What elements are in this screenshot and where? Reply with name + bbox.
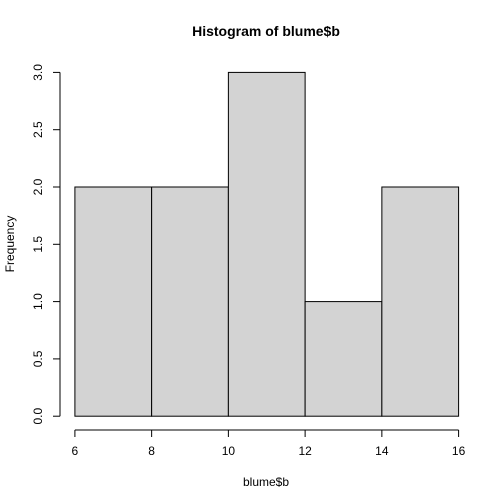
bars-group: [74, 71, 460, 417]
histogram-bar: [381, 186, 460, 417]
x-tick-label: 6: [72, 444, 79, 458]
y-tick-label: 3.0: [31, 64, 45, 81]
histogram-bar: [227, 71, 306, 417]
y-tick-label: 1.0: [31, 293, 45, 310]
histogram-bar: [74, 186, 153, 417]
y-tick-label: 2.5: [31, 121, 45, 138]
y-axis: 0.0 0.5 1.0 1.5 2.0 2.5 3.0: [31, 64, 61, 425]
histogram-bar: [151, 186, 229, 417]
y-axis-title: Frequency: [3, 216, 17, 273]
x-axis: 6 8 10 12 14 16: [72, 429, 466, 458]
x-tick-label: 8: [148, 444, 155, 458]
x-tick-label: 10: [222, 444, 236, 458]
y-tick-label: 2.0: [31, 178, 45, 195]
chart-title: Histogram of blume$b: [192, 23, 340, 39]
x-tick-label: 12: [298, 444, 312, 458]
y-tick-label: 0.0: [31, 408, 45, 425]
y-tick-label: 1.5: [31, 236, 45, 253]
x-axis-title: blume$b: [243, 475, 289, 489]
histogram-bar: [304, 301, 383, 417]
x-tick-label: 14: [375, 444, 389, 458]
y-tick-label: 0.5: [31, 350, 45, 367]
x-tick-label: 16: [452, 444, 466, 458]
